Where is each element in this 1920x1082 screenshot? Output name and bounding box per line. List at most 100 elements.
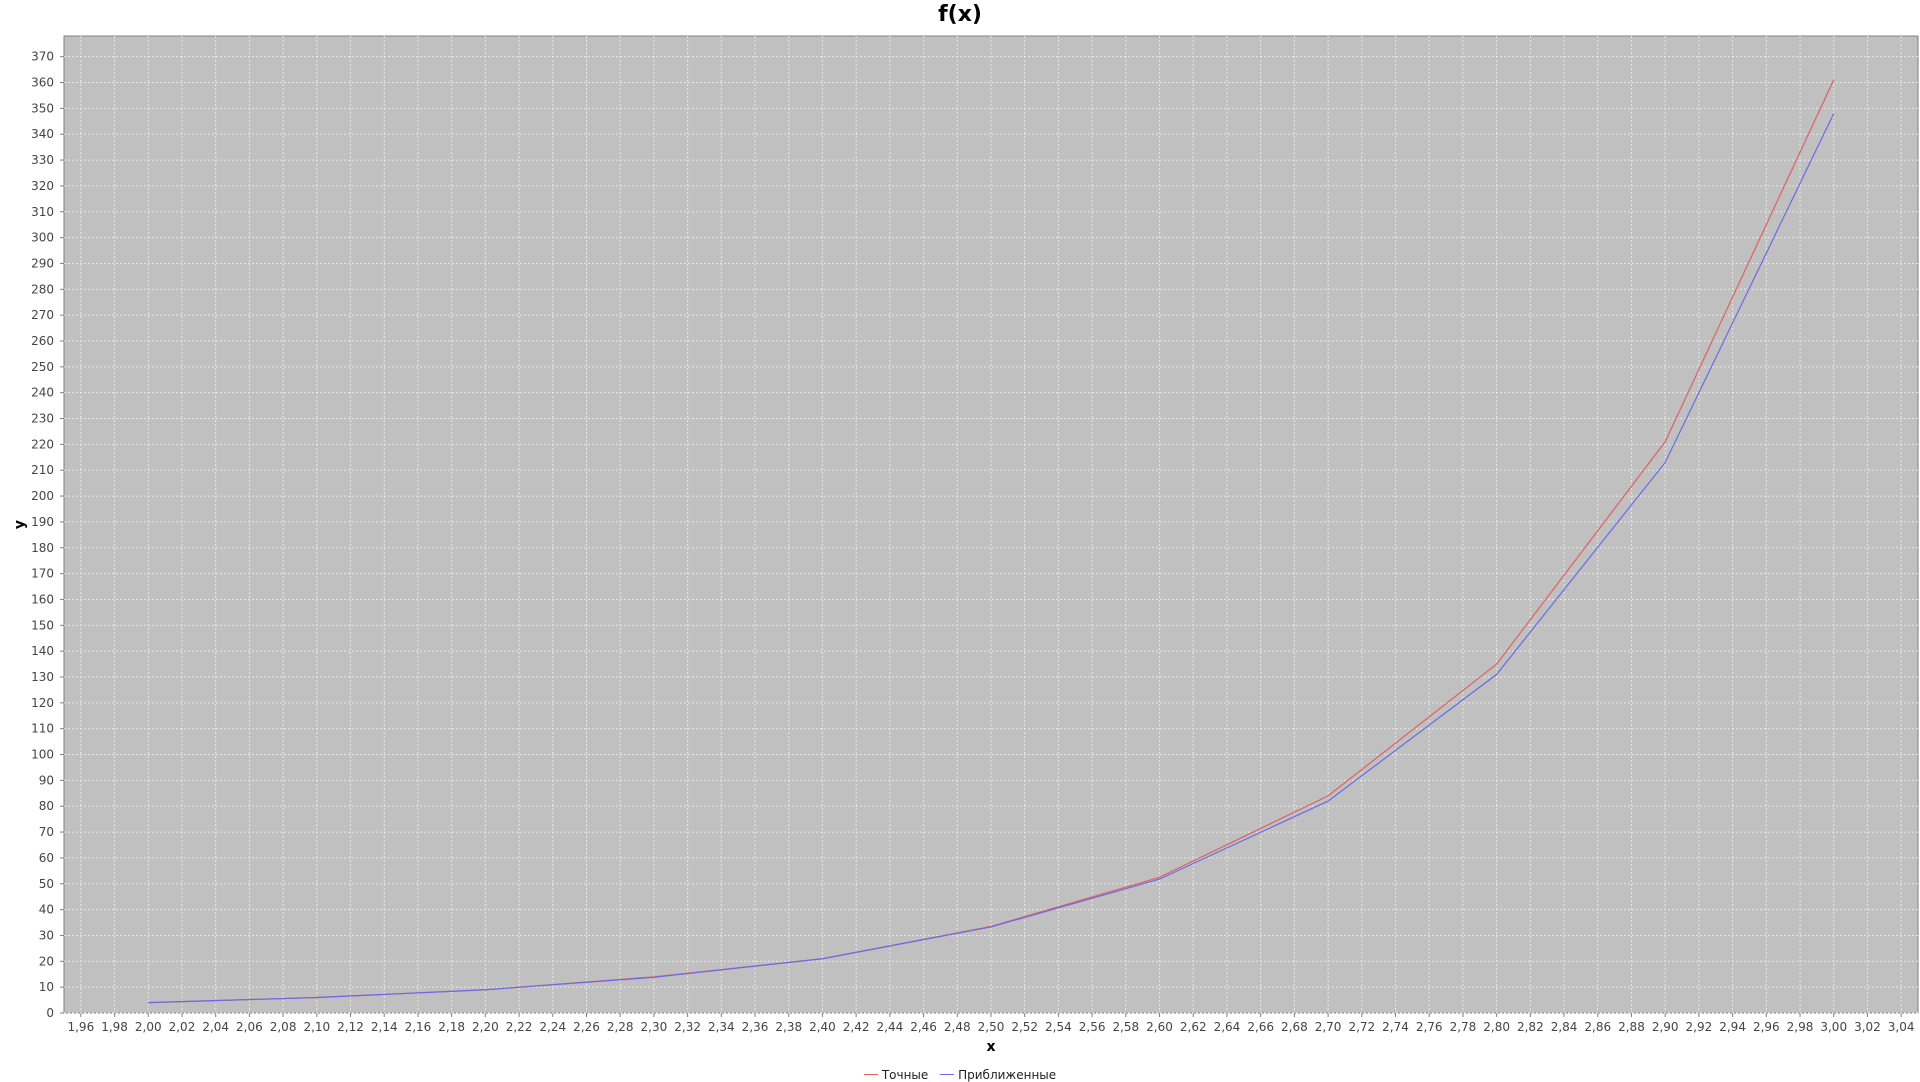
y-tick-label: 320 bbox=[31, 179, 54, 193]
y-tick-label: 100 bbox=[31, 748, 54, 762]
x-tick-label: 2,10 bbox=[303, 1020, 330, 1034]
y-tick-label: 220 bbox=[31, 437, 54, 451]
y-tick-label: 160 bbox=[31, 592, 54, 606]
x-tick-label: 2,80 bbox=[1483, 1020, 1510, 1034]
y-tick-label: 0 bbox=[46, 1006, 54, 1020]
x-tick-label: 1,98 bbox=[101, 1020, 128, 1034]
x-tick-label: 2,76 bbox=[1416, 1020, 1443, 1034]
x-tick-label: 2,40 bbox=[809, 1020, 836, 1034]
y-axis-label: y bbox=[12, 520, 28, 529]
legend-item-exact: Точные bbox=[863, 1067, 929, 1082]
x-tick-label: 3,00 bbox=[1820, 1020, 1847, 1034]
x-tick-label: 2,64 bbox=[1214, 1020, 1241, 1034]
y-tick-label: 150 bbox=[31, 618, 54, 632]
legend-swatch-exact bbox=[863, 1074, 878, 1075]
x-tick-label: 2,60 bbox=[1146, 1020, 1173, 1034]
x-tick-label: 2,84 bbox=[1551, 1020, 1578, 1034]
x-tick-label: 2,30 bbox=[641, 1020, 668, 1034]
x-tick-label: 2,14 bbox=[371, 1020, 398, 1034]
x-tick-label: 2,38 bbox=[775, 1020, 802, 1034]
x-tick-label: 2,58 bbox=[1112, 1020, 1139, 1034]
x-tick-label: 2,48 bbox=[944, 1020, 971, 1034]
x-tick-label: 2,20 bbox=[472, 1020, 499, 1034]
y-tick-label: 230 bbox=[31, 412, 54, 426]
legend: Точные Приближенные bbox=[0, 1064, 1920, 1082]
y-tick-label: 130 bbox=[31, 670, 54, 684]
legend-swatch-approx bbox=[940, 1074, 955, 1075]
x-tick-label: 2,04 bbox=[202, 1020, 229, 1034]
y-tick-label: 310 bbox=[31, 205, 54, 219]
y-tick-label: 240 bbox=[31, 386, 54, 400]
y-tick-label: 260 bbox=[31, 334, 54, 348]
x-tick-label: 2,02 bbox=[169, 1020, 196, 1034]
y-tick-label: 340 bbox=[31, 127, 54, 141]
legend-label-approx: Приближенные bbox=[958, 1067, 1057, 1082]
x-tick-label: 2,22 bbox=[506, 1020, 533, 1034]
y-tick-label: 270 bbox=[31, 308, 54, 322]
y-tick-label: 80 bbox=[39, 799, 54, 813]
x-tick-label: 2,32 bbox=[674, 1020, 701, 1034]
x-axis-label: x bbox=[986, 1039, 995, 1055]
x-tick-label: 2,94 bbox=[1719, 1020, 1746, 1034]
x-tick-label: 3,04 bbox=[1888, 1020, 1915, 1034]
series-line-approx bbox=[148, 113, 1835, 1004]
x-tick-label: 2,96 bbox=[1753, 1020, 1780, 1034]
x-tick-label: 2,68 bbox=[1281, 1020, 1308, 1034]
x-tick-label: 2,66 bbox=[1247, 1020, 1274, 1034]
y-tick-label: 300 bbox=[31, 231, 54, 245]
x-tick-label: 3,02 bbox=[1854, 1020, 1881, 1034]
x-tick-label: 2,26 bbox=[573, 1020, 600, 1034]
y-tick-label: 90 bbox=[39, 773, 54, 787]
x-tick-label: 2,98 bbox=[1787, 1020, 1814, 1034]
legend-item-approx: Приближенные bbox=[940, 1068, 1056, 1082]
x-tick-label: 2,50 bbox=[978, 1020, 1005, 1034]
x-tick-label: 2,74 bbox=[1382, 1020, 1409, 1034]
y-tick-label: 60 bbox=[39, 851, 54, 865]
x-tick-label: 2,82 bbox=[1517, 1020, 1544, 1034]
y-tick-label: 20 bbox=[39, 954, 54, 968]
x-tick-label: 2,00 bbox=[135, 1020, 162, 1034]
y-tick-label: 290 bbox=[31, 256, 54, 270]
x-tick-label: 2,44 bbox=[877, 1020, 904, 1034]
y-tick-label: 350 bbox=[31, 101, 54, 115]
y-tick-label: 210 bbox=[31, 463, 54, 477]
x-tick-label: 2,88 bbox=[1618, 1020, 1645, 1034]
x-tick-label: 2,92 bbox=[1686, 1020, 1713, 1034]
y-tick-label: 370 bbox=[31, 50, 54, 64]
x-tick-label: 2,72 bbox=[1348, 1020, 1375, 1034]
y-tick-label: 140 bbox=[31, 644, 54, 658]
x-tick-label: 2,54 bbox=[1045, 1020, 1072, 1034]
x-tick-label: 2,46 bbox=[910, 1020, 937, 1034]
x-tick-label: 2,08 bbox=[270, 1020, 297, 1034]
x-tick-label: 2,28 bbox=[607, 1020, 634, 1034]
chart-title: f(x) bbox=[938, 2, 982, 27]
y-tick-label: 280 bbox=[31, 282, 54, 296]
y-tick-label: 110 bbox=[31, 722, 54, 736]
x-tick-label: 2,34 bbox=[708, 1020, 735, 1034]
y-tick-label: 30 bbox=[39, 928, 54, 942]
y-tick-label: 170 bbox=[31, 567, 54, 581]
y-tick-label: 10 bbox=[39, 980, 54, 994]
x-tick-label: 2,62 bbox=[1180, 1020, 1207, 1034]
x-tick-label: 2,52 bbox=[1011, 1020, 1038, 1034]
y-tick-label: 50 bbox=[39, 877, 54, 891]
x-tick-label: 2,12 bbox=[337, 1020, 364, 1034]
y-tick-label: 70 bbox=[39, 825, 54, 839]
x-tick-label: 2,86 bbox=[1584, 1020, 1611, 1034]
x-tick-label: 2,90 bbox=[1652, 1020, 1679, 1034]
y-tick-label: 360 bbox=[31, 76, 54, 90]
legend-label-exact: Точные bbox=[881, 1067, 929, 1082]
y-tick-label: 200 bbox=[31, 489, 54, 503]
y-tick-label: 180 bbox=[31, 541, 54, 555]
x-tick-label: 2,36 bbox=[742, 1020, 769, 1034]
y-tick-label: 190 bbox=[31, 515, 54, 529]
x-tick-label: 2,18 bbox=[438, 1020, 465, 1034]
x-tick-label: 2,56 bbox=[1079, 1020, 1106, 1034]
x-tick-label: 2,16 bbox=[405, 1020, 432, 1034]
x-tick-label: 2,24 bbox=[539, 1020, 566, 1034]
x-tick-label: 1,96 bbox=[67, 1020, 94, 1034]
y-tick-label: 120 bbox=[31, 696, 54, 710]
x-tick-label: 2,78 bbox=[1450, 1020, 1477, 1034]
x-tick-label: 2,06 bbox=[236, 1020, 263, 1034]
